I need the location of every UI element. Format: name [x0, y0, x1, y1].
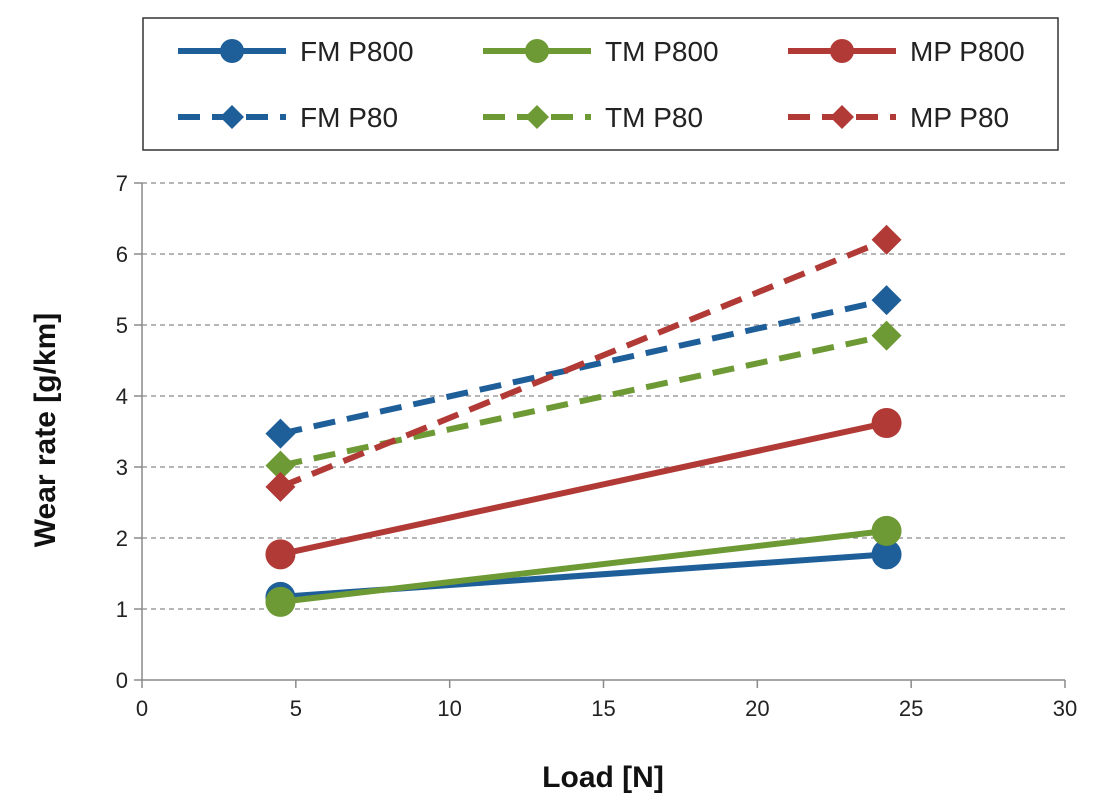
series-tm-p800 [265, 515, 902, 617]
legend-marker-fm-p80 [220, 105, 244, 129]
legend-label-mp-p80: MP P80 [910, 102, 1009, 133]
legend-label-fm-p800: FM P800 [300, 36, 414, 67]
legend-box [142, 17, 1059, 151]
point-mp-p80-0 [265, 471, 296, 502]
point-tm-p80-1 [871, 320, 902, 351]
y-tick-label-7: 7 [116, 171, 128, 196]
legend-label-tm-p80: TM P80 [605, 102, 703, 133]
series-fm-p80 [265, 285, 902, 449]
point-tm-p800-0 [265, 586, 296, 617]
series-mp-p80 [265, 224, 902, 502]
ticks: 0 1 2 3 4 5 6 7 0 5 10 15 20 25 30 [116, 171, 1077, 721]
legend-label-fm-p80: FM P80 [300, 102, 398, 133]
point-fm-p800-1 [871, 539, 902, 570]
legend-marker-fm-p800 [220, 39, 244, 63]
line-tm-p80 [279, 332, 888, 469]
line-fm-p80 [279, 297, 888, 437]
legend-label-mp-p800: MP P800 [910, 36, 1025, 67]
x-tick-label-0: 0 [136, 696, 148, 721]
y-tick-label-0: 0 [116, 668, 128, 693]
y-tick-label-3: 3 [116, 455, 128, 480]
y-tick-label-1: 1 [116, 597, 128, 622]
legend-item-mp-p800: MP P800 [788, 36, 1025, 67]
legend: FM P800 TM P800 MP P800 FM P80 TM P80 MP P80 [142, 17, 1059, 151]
y-tick-label-2: 2 [116, 526, 128, 551]
y-tick-label-4: 4 [116, 384, 128, 409]
legend-marker-mp-p800 [830, 39, 854, 63]
y-axis-title: Wear rate [g/km] [29, 313, 62, 548]
x-axis-title: Load [N] [542, 761, 664, 794]
point-fm-p80-0 [265, 418, 296, 449]
x-tick-label-25: 25 [899, 696, 923, 721]
legend-marker-mp-p80 [830, 105, 854, 129]
x-tick-label-20: 20 [745, 696, 769, 721]
legend-label-tm-p800: TM P800 [605, 36, 719, 67]
point-fm-p80-1 [871, 285, 902, 316]
y-tick-label-6: 6 [116, 242, 128, 267]
grid [142, 182, 1065, 610]
legend-marker-tm-p800 [525, 39, 549, 63]
point-mp-p800-0 [265, 539, 296, 570]
x-tick-label-30: 30 [1053, 696, 1077, 721]
line-mp-p800 [279, 420, 888, 558]
y-tick-label-5: 5 [116, 313, 128, 338]
point-mp-p800-1 [871, 407, 902, 438]
legend-item-tm-p80: TM P80 [483, 102, 703, 133]
legend-item-tm-p800: TM P800 [483, 36, 719, 67]
line-mp-p80 [279, 237, 888, 490]
point-tm-p800-1 [871, 515, 902, 546]
legend-marker-tm-p80 [525, 105, 549, 129]
point-mp-p80-1 [871, 224, 902, 255]
series-mp-p800 [265, 407, 902, 570]
x-tick-label-10: 10 [437, 696, 461, 721]
x-tick-label-5: 5 [290, 696, 302, 721]
series-fm-p800 [265, 539, 902, 612]
legend-item-mp-p80: MP P80 [788, 102, 1009, 133]
legend-item-fm-p800: FM P800 [178, 36, 414, 67]
legend-item-fm-p80: FM P80 [178, 102, 398, 133]
point-tm-p80-0 [265, 450, 296, 481]
line-tm-p800 [280, 527, 887, 605]
x-tick-label-15: 15 [591, 696, 615, 721]
series-group [265, 224, 902, 617]
